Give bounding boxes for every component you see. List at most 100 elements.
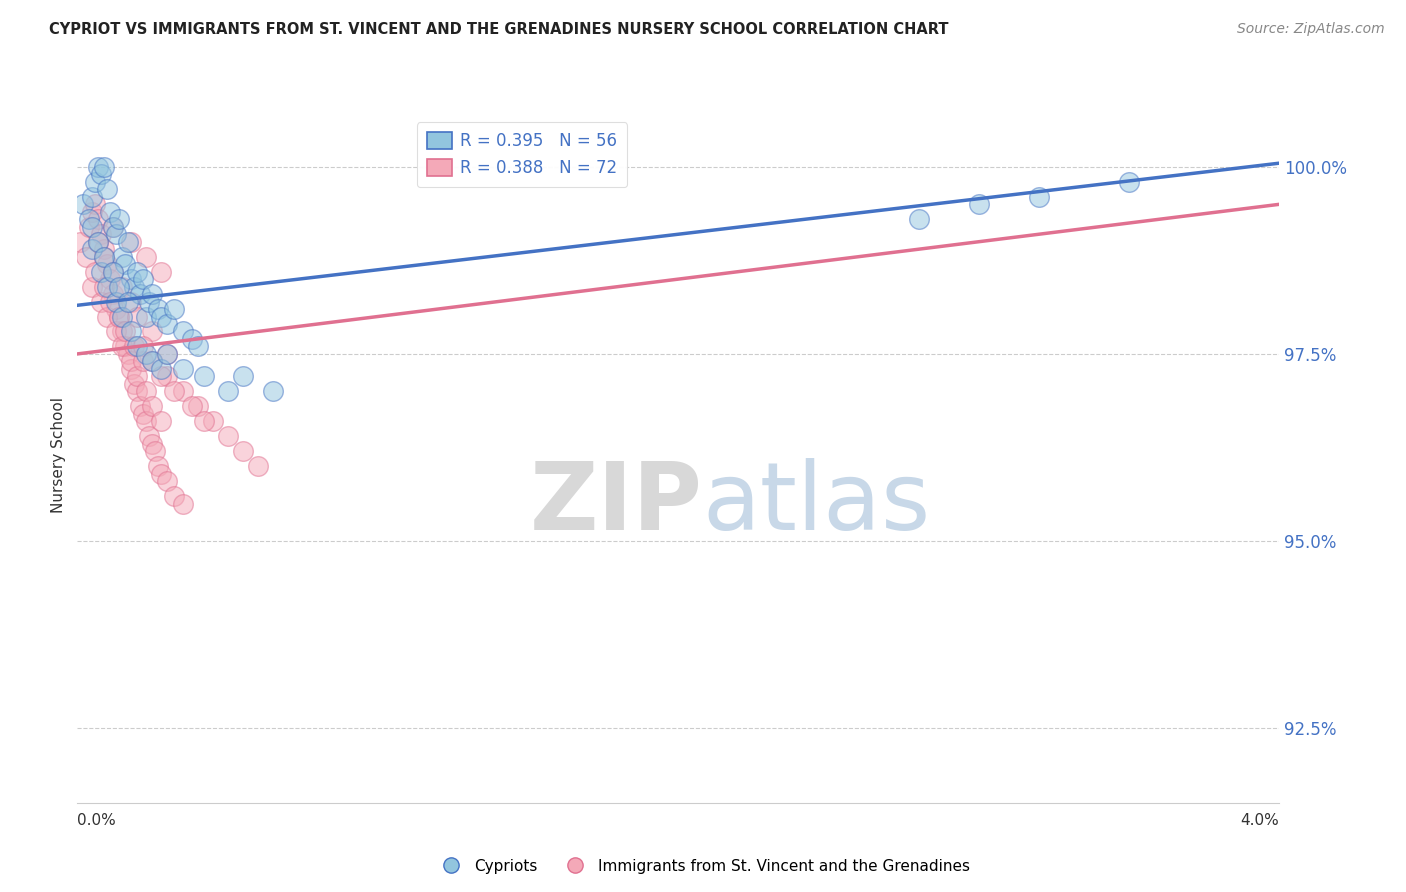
Point bbox=[156, 369, 179, 384]
Point bbox=[114, 257, 136, 271]
Point bbox=[90, 265, 112, 279]
Point bbox=[246, 459, 269, 474]
Point bbox=[132, 354, 155, 368]
Point bbox=[141, 287, 163, 301]
Point bbox=[103, 219, 125, 234]
Point bbox=[193, 414, 215, 428]
Point bbox=[84, 197, 107, 211]
Point bbox=[217, 429, 239, 443]
Point bbox=[117, 347, 139, 361]
Point bbox=[93, 250, 115, 264]
Point bbox=[103, 219, 125, 234]
Point bbox=[105, 227, 128, 242]
Point bbox=[93, 160, 115, 174]
Point bbox=[150, 414, 173, 428]
Point bbox=[201, 414, 224, 428]
Point bbox=[148, 301, 170, 316]
Point bbox=[124, 279, 146, 293]
Point bbox=[111, 325, 134, 339]
Point bbox=[172, 325, 194, 339]
Point bbox=[82, 279, 104, 293]
Point bbox=[114, 325, 136, 339]
Point bbox=[172, 497, 194, 511]
Text: CYPRIOT VS IMMIGRANTS FROM ST. VINCENT AND THE GRENADINES NURSERY SCHOOL CORRELA: CYPRIOT VS IMMIGRANTS FROM ST. VINCENT A… bbox=[49, 22, 949, 37]
Point bbox=[103, 287, 125, 301]
Point bbox=[111, 339, 134, 353]
Legend: Cypriots, Immigrants from St. Vincent and the Grenadines: Cypriots, Immigrants from St. Vincent an… bbox=[430, 853, 976, 880]
Point bbox=[193, 369, 215, 384]
Point bbox=[90, 227, 112, 242]
Point bbox=[87, 212, 110, 227]
Point bbox=[124, 376, 146, 391]
Point bbox=[105, 301, 128, 316]
Point bbox=[120, 294, 142, 309]
Point bbox=[82, 242, 104, 256]
Point bbox=[141, 399, 163, 413]
Point bbox=[72, 197, 94, 211]
Point bbox=[141, 325, 163, 339]
Point bbox=[120, 272, 142, 286]
Point bbox=[135, 347, 157, 361]
Point bbox=[84, 175, 107, 189]
Point bbox=[127, 310, 149, 324]
Point bbox=[82, 219, 104, 234]
Point bbox=[79, 212, 101, 227]
Point bbox=[100, 204, 122, 219]
Point bbox=[150, 265, 173, 279]
Point bbox=[100, 294, 122, 309]
Point bbox=[967, 197, 990, 211]
Legend: R = 0.395   N = 56, R = 0.388   N = 72: R = 0.395 N = 56, R = 0.388 N = 72 bbox=[418, 122, 627, 187]
Point bbox=[156, 474, 179, 488]
Point bbox=[162, 384, 184, 399]
Text: atlas: atlas bbox=[703, 458, 931, 549]
Point bbox=[105, 294, 128, 309]
Point bbox=[148, 459, 170, 474]
Point bbox=[908, 212, 931, 227]
Point bbox=[129, 287, 152, 301]
Point bbox=[132, 407, 155, 421]
Point bbox=[262, 384, 284, 399]
Point bbox=[150, 310, 173, 324]
Point bbox=[141, 354, 163, 368]
Point bbox=[111, 310, 134, 324]
Point bbox=[120, 235, 142, 249]
Point bbox=[150, 467, 173, 481]
Point bbox=[111, 279, 134, 293]
Point bbox=[1028, 190, 1050, 204]
Point bbox=[84, 265, 107, 279]
Point bbox=[69, 235, 91, 249]
Point bbox=[96, 257, 118, 271]
Point bbox=[156, 347, 179, 361]
Point bbox=[162, 301, 184, 316]
Point bbox=[150, 369, 173, 384]
Point bbox=[127, 339, 149, 353]
Point bbox=[105, 325, 128, 339]
Text: 0.0%: 0.0% bbox=[77, 814, 117, 828]
Point bbox=[111, 250, 134, 264]
Point bbox=[217, 384, 239, 399]
Point bbox=[132, 272, 155, 286]
Point bbox=[96, 279, 118, 293]
Point bbox=[1118, 175, 1140, 189]
Point bbox=[156, 317, 179, 331]
Point bbox=[93, 250, 115, 264]
Point bbox=[141, 354, 163, 368]
Point bbox=[232, 369, 254, 384]
Point bbox=[127, 369, 149, 384]
Point bbox=[135, 310, 157, 324]
Point bbox=[108, 310, 131, 324]
Point bbox=[90, 167, 112, 181]
Point bbox=[129, 399, 152, 413]
Point bbox=[141, 436, 163, 450]
Point bbox=[120, 362, 142, 376]
Point bbox=[103, 265, 125, 279]
Point bbox=[117, 294, 139, 309]
Point bbox=[100, 272, 122, 286]
Text: Source: ZipAtlas.com: Source: ZipAtlas.com bbox=[1237, 22, 1385, 37]
Point bbox=[117, 235, 139, 249]
Point bbox=[127, 384, 149, 399]
Point bbox=[172, 384, 194, 399]
Point bbox=[150, 362, 173, 376]
Point bbox=[108, 212, 131, 227]
Point bbox=[82, 190, 104, 204]
